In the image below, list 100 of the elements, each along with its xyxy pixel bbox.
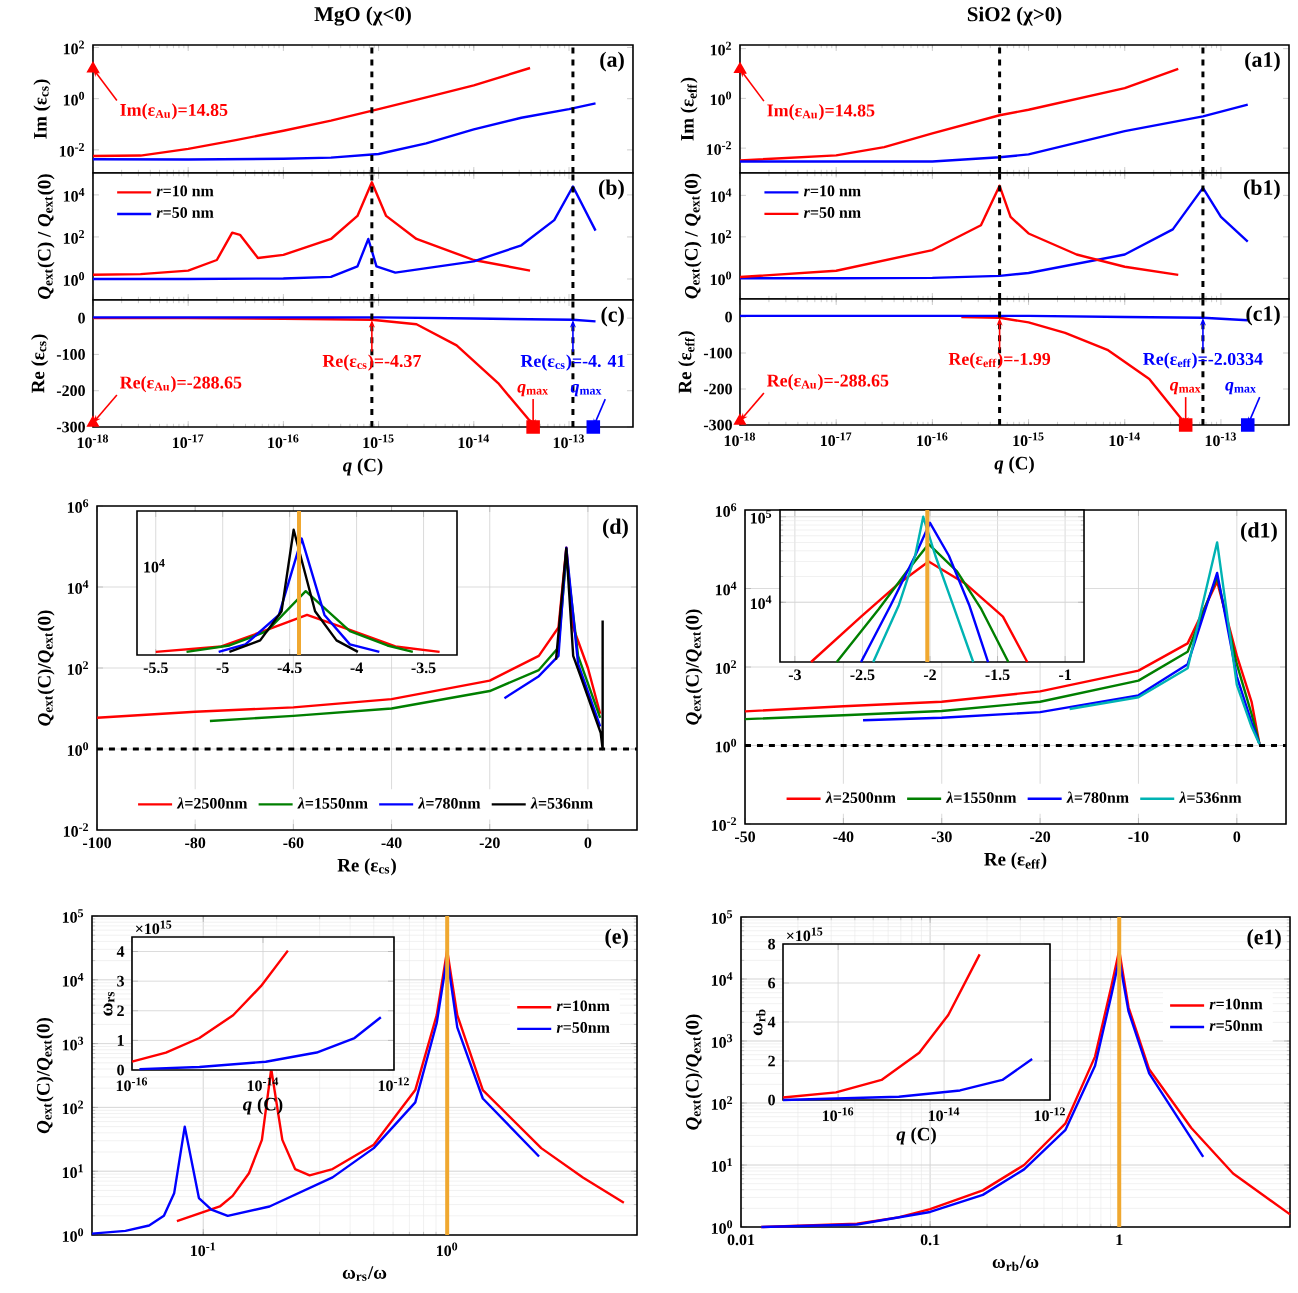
annotation: q$_{max}$ [1169, 382, 1201, 395]
annotation: (c1) [1246, 305, 1280, 326]
y-tick-label: 10$^{2}$ [63, 230, 85, 244]
annotation: Re(ε$_{Au}$)=-288.65 [119, 375, 242, 393]
y-tick-label: 10$^{-2}$ [711, 817, 737, 831]
x-tick-label: -3 [788, 669, 801, 681]
y-tick-label: 1 [117, 1035, 124, 1046]
x-tick-label: 10$^{-17}$ [173, 434, 204, 449]
x-axis-title: ω$_{rs}$/ω [342, 1266, 387, 1281]
y-tick-label: 10$^{2}$ [67, 661, 89, 675]
y-tick-label: 2 [768, 1055, 775, 1067]
x-tick-label: 10$^{-16}$ [822, 1107, 854, 1122]
legend-label: λ=780nm [417, 797, 481, 809]
y-tick-label: 10$^{-2}$ [59, 143, 85, 157]
legend-label: r=10 nm [803, 185, 861, 197]
legend-label: λ=780nm [1066, 791, 1129, 803]
y-tick-label: 10$^{0}$ [715, 738, 737, 753]
x-tick-label: -40 [381, 837, 402, 849]
x-axis-title: q (C) [342, 458, 383, 476]
x-tick-label: 10$^{-16}$ [917, 432, 948, 447]
x-tick-label: -40 [833, 831, 854, 843]
y-tick-label: 10$^{5}$ [750, 509, 772, 524]
y-tick-label: 10$^{2}$ [710, 229, 732, 244]
y-tick-label: 10$^{-2}$ [63, 823, 89, 837]
y-tick-label: 10$^{4}$ [750, 595, 772, 610]
y-axis-title: Q$_{ext}$(C)/Q$_{ext}$(0) [685, 1014, 703, 1130]
x-tick-label: 10$^{-14}$ [458, 434, 490, 449]
y-tick-label: 10$^{2}$ [63, 40, 85, 55]
x-tick-label: 10$^{-12}$ [378, 1077, 409, 1092]
y-tick-label: 10$^{2}$ [715, 660, 737, 674]
y-axis-title: Q$_{ext}$(C) / Q$_{ext}$(0) [37, 174, 55, 299]
x-tick-label: 10$^{-15}$ [363, 434, 394, 449]
line-series [835, 542, 1010, 664]
x-tick-label: -5 [216, 662, 229, 674]
y-tick-label: 0 [78, 312, 85, 324]
y-axis-title: Q$_{ext}$(C)/Q$_{ext}$(0) [685, 609, 703, 725]
x-tick-label: -5.5 [143, 662, 168, 674]
y-tick-label: -300 [56, 421, 85, 433]
y-tick-label: 10$^{1}$ [62, 1164, 83, 1179]
line-series [503, 546, 602, 728]
legend-label: r=50 nm [156, 207, 214, 218]
y-tick-label: 10$^{4}$ [62, 972, 84, 987]
x-tick-label: -2.5 [850, 669, 875, 681]
annotation: (a1) [1245, 51, 1280, 72]
y-tick-label: 4 [767, 1016, 776, 1028]
y-tick-label: 8 [768, 938, 776, 950]
y-tick-label: 10$^{6}$ [715, 503, 737, 517]
legend-label: r=10nm [556, 1000, 610, 1012]
y-tick-label: 4 [116, 946, 125, 957]
y-tick-label: 10$^{0}$ [63, 91, 85, 106]
y-tick-label: -200 [56, 385, 85, 397]
y-tick-label: 10$^{3}$ [711, 1034, 733, 1048]
y-tick-label: 10$^{5}$ [62, 909, 84, 923]
line-series [872, 515, 975, 664]
x-tick-label: -20 [479, 837, 500, 849]
legend-label: r=50nm [1209, 1020, 1263, 1031]
annotation: (e) [605, 928, 628, 949]
x-axis-title: ω$_{rb}$/ω [992, 1255, 1039, 1271]
x-tick-label: 10$^{-12}$ [1034, 1107, 1065, 1122]
x-tick-label: 10$^{-16}$ [268, 434, 299, 449]
x-tick-label: 10$^{-18}$ [77, 434, 109, 449]
y-tick-label: -200 [703, 383, 732, 395]
x-tick-label: -2 [923, 669, 936, 680]
y-axis-title: Im (ε$_{cs}$) [33, 79, 51, 139]
y-tick-label: 3 [117, 975, 125, 987]
chart-title: SiO2 (χ>0) [967, 6, 1062, 26]
legend-label: λ=536nm [530, 797, 593, 809]
y-axis-title: Im (ε$_{eff}$) [680, 77, 698, 141]
annotation: q$_{max}$ [570, 384, 602, 397]
x-tick-label: -80 [185, 837, 206, 849]
annotation: q$_{max}$ [1225, 382, 1256, 395]
x-tick-label: 0 [584, 837, 592, 849]
annotation: (a) [600, 51, 624, 72]
line-series [809, 560, 1029, 664]
annotation: q$_{max}$ [517, 384, 548, 397]
x-tick-label: 10$^{-1}$ [191, 1242, 216, 1257]
legend-label: r=10 nm [156, 185, 214, 197]
y-tick-label: -100 [703, 347, 732, 359]
y-axis-title: ω$_{rb}$ [753, 1009, 766, 1036]
legend-label: r=50 nm [803, 207, 861, 218]
y-tick-label: 10$^{0}$ [710, 271, 732, 286]
annotation: (c) [601, 306, 624, 327]
y-axis-title: Re (ε$_{eff}$) [678, 331, 696, 394]
x-tick-label: -4 [350, 662, 363, 673]
x-tick-label: -20 [1030, 831, 1051, 843]
y-tick-label: 6 [768, 977, 776, 989]
legend-label: λ=1550nm [945, 791, 1017, 803]
y-tick-label: 10$^{4}$ [63, 188, 85, 202]
chart-title: MgO (χ<0) [314, 6, 411, 26]
annotation: (b1) [1243, 179, 1280, 200]
annotation: Re(ε$_{cs}$)=-4. 41 [520, 354, 625, 371]
legend-label: λ=536nm [1178, 791, 1242, 803]
annotation: (d1) [1241, 522, 1277, 543]
legend-label: λ=2500nm [176, 797, 248, 809]
annotation: (d) [603, 518, 628, 539]
x-tick-label: 10$^{0}$ [437, 1242, 458, 1257]
annotation: ×10$^{15}$ [135, 920, 172, 935]
y-tick-label: 10$^{4}$ [710, 188, 732, 203]
x-tick-label: -10 [1128, 831, 1149, 843]
legend-label: λ=2500nm [825, 791, 896, 803]
